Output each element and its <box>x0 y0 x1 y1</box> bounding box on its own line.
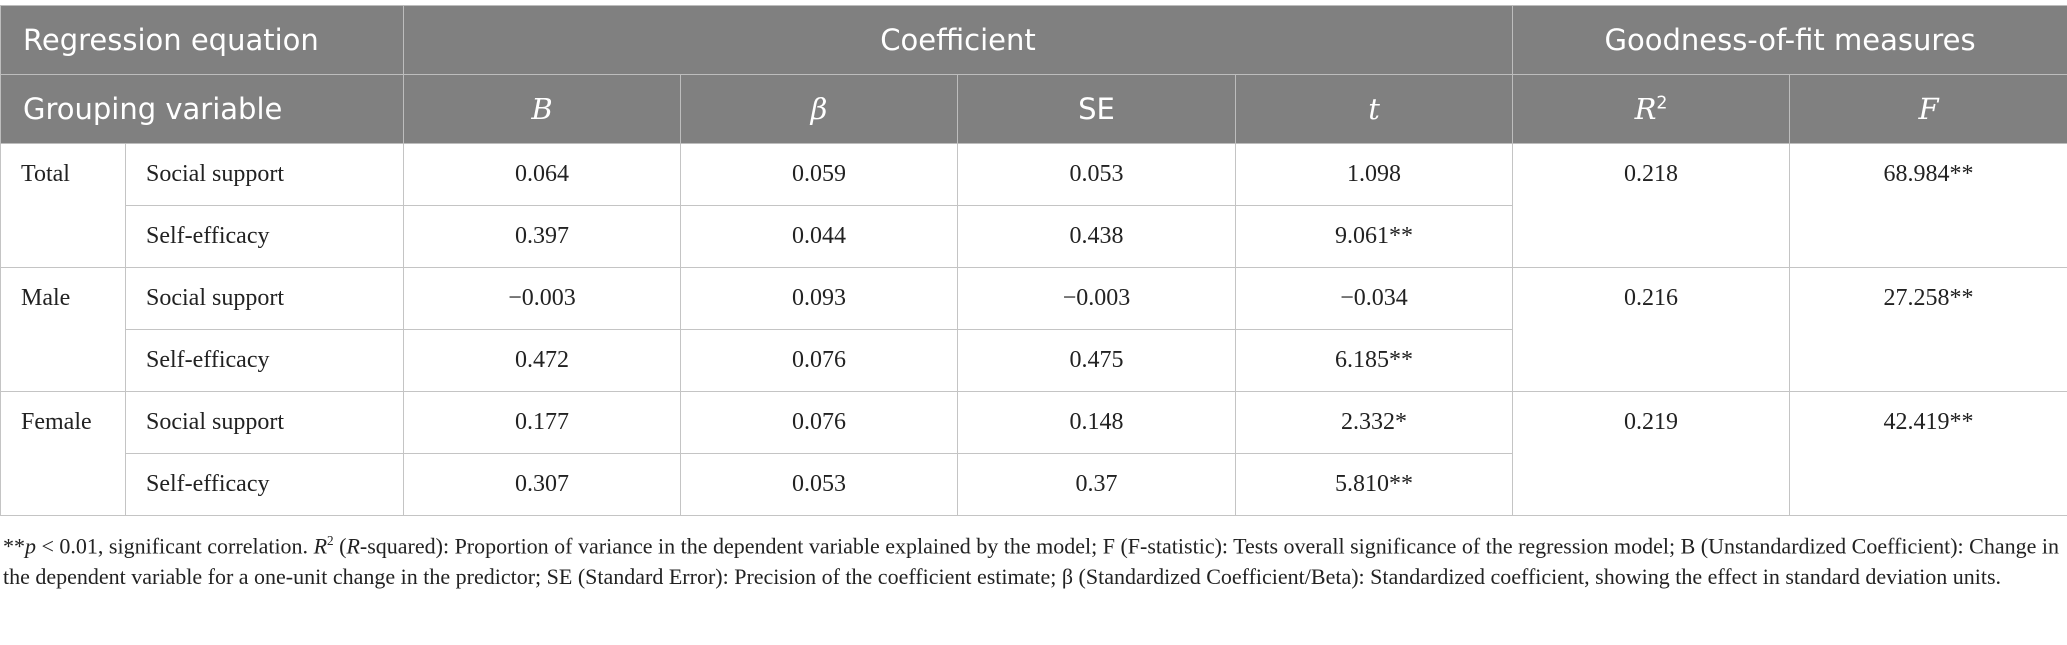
group-cell: Female <box>1 392 126 516</box>
header-text: F <box>1918 92 1938 126</box>
header-cell: Goodness-of-fit measures <box>1513 6 2067 75</box>
value-cell: 6.185** <box>1236 330 1513 392</box>
footnote-text: R <box>314 533 327 558</box>
f-cell: 42.419** <box>1790 392 2067 516</box>
value-cell: −0.034 <box>1236 268 1513 330</box>
value-cell: 0.053 <box>958 144 1236 206</box>
page: Regression equation Coefficient Goodness… <box>0 5 2067 645</box>
value-cell: 0.37 <box>958 454 1236 516</box>
header-text: B <box>531 92 552 126</box>
header-cell: B <box>404 75 681 144</box>
header-text: R <box>1635 92 1657 126</box>
header-cell: R2 <box>1513 75 1790 144</box>
value-cell: 5.810** <box>1236 454 1513 516</box>
header-row: Regression equation Coefficient Goodness… <box>1 6 2067 75</box>
r2-cell: 0.219 <box>1513 392 1790 516</box>
f-cell: 27.258** <box>1790 268 2067 392</box>
value-cell: 1.098 <box>1236 144 1513 206</box>
value-cell: 0.307 <box>404 454 681 516</box>
r2-cell: 0.218 <box>1513 144 1790 268</box>
footnote: **p < 0.01, significant correlation. R2 … <box>0 516 2067 592</box>
value-cell: 0.044 <box>681 206 958 268</box>
predictor-cell: Social support <box>126 392 404 454</box>
footnote-text: < 0.01, significant correlation. <box>36 533 314 558</box>
r2-cell: 0.216 <box>1513 268 1790 392</box>
superscript: 2 <box>1656 93 1667 113</box>
value-cell: 9.061** <box>1236 206 1513 268</box>
value-cell: 0.475 <box>958 330 1236 392</box>
value-cell: 0.053 <box>681 454 958 516</box>
predictor-cell: Social support <box>126 268 404 330</box>
footnote-text: R <box>346 533 359 558</box>
value-cell: 0.059 <box>681 144 958 206</box>
header-cell: Regression equation <box>1 6 404 75</box>
value-cell: 0.177 <box>404 392 681 454</box>
value-cell: 0.438 <box>958 206 1236 268</box>
header-text: β <box>811 92 828 126</box>
header-cell: Coefficient <box>404 6 1513 75</box>
value-cell: 0.397 <box>404 206 681 268</box>
footnote-text: ** <box>3 533 25 558</box>
value-cell: 0.076 <box>681 392 958 454</box>
group-cell: Total <box>1 144 126 268</box>
header-row: Grouping variable B β SE t R2 F <box>1 75 2067 144</box>
value-cell: 0.472 <box>404 330 681 392</box>
group-cell: Male <box>1 268 126 392</box>
header-cell: β <box>681 75 958 144</box>
header-cell: SE <box>958 75 1236 144</box>
predictor-cell: Self-efficacy <box>126 330 404 392</box>
value-cell: 2.332* <box>1236 392 1513 454</box>
predictor-cell: Self-efficacy <box>126 454 404 516</box>
predictor-cell: Self-efficacy <box>126 206 404 268</box>
value-cell: 0.064 <box>404 144 681 206</box>
value-cell: −0.003 <box>958 268 1236 330</box>
footnote-text: ( <box>334 533 347 558</box>
value-cell: 0.148 <box>958 392 1236 454</box>
regression-table: Regression equation Coefficient Goodness… <box>0 5 2067 516</box>
header-text: t <box>1368 92 1380 126</box>
predictor-cell: Social support <box>126 144 404 206</box>
header-cell: F <box>1790 75 2067 144</box>
value-cell: 0.076 <box>681 330 958 392</box>
value-cell: −0.003 <box>404 268 681 330</box>
f-cell: 68.984** <box>1790 144 2067 268</box>
header-cell: t <box>1236 75 1513 144</box>
footnote-text: 2 <box>327 533 334 548</box>
value-cell: 0.093 <box>681 268 958 330</box>
header-cell: Grouping variable <box>1 75 404 144</box>
footnote-text: p <box>25 533 36 558</box>
